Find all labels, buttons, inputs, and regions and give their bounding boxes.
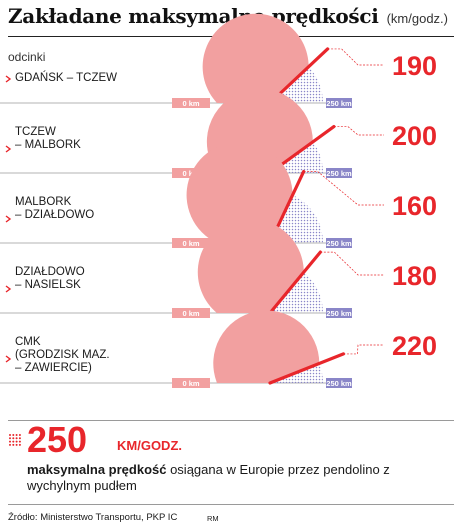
- segments-subhead: odcinki: [8, 50, 46, 64]
- speed-value-label: 180: [392, 261, 437, 291]
- speed-value-label: 200: [392, 121, 437, 151]
- gauge-remainder: [270, 272, 323, 313]
- axis-min-tag: [172, 168, 210, 178]
- segment-label: – NASIELSK: [15, 279, 81, 291]
- gauge-chart: GDAŃSK – TCZEW 190 0 km 250 km TCZEW– MALBOR…: [0, 13, 437, 388]
- gauge-needle: [268, 352, 346, 385]
- gauge-fill: [213, 310, 320, 383]
- max-speed-value: 250: [27, 419, 88, 460]
- value-leader-line: [343, 344, 384, 355]
- axis-min-tag: [172, 378, 210, 388]
- gauge-remainder: [270, 66, 323, 103]
- axis-min-tag: [172, 98, 210, 108]
- axis-min-label: 0 km: [182, 309, 199, 318]
- segment-label: – DZIAŁDOWO: [15, 209, 94, 221]
- axis-max-label: 250 km: [326, 309, 352, 318]
- arrow-marker-icon: [5, 285, 12, 293]
- axis-min-tag: [172, 308, 210, 318]
- gauge-row: CMK(GRODZISK MAZ.– ZAWIERCIE) 220 0 km 250 …: [0, 310, 437, 388]
- axis-max-label: 250 km: [326, 99, 352, 108]
- dotted-square-icon: [9, 434, 21, 446]
- gauge-fill: [186, 142, 293, 243]
- axis-max-label: 250 km: [326, 379, 352, 388]
- axis-max-tag: [326, 308, 352, 318]
- note-text: osiągana w Europie przez pendolino z wyc…: [27, 462, 390, 493]
- axis-min-tag: [172, 238, 210, 248]
- gauge-needle: [268, 250, 322, 315]
- footer-divider: [8, 420, 454, 421]
- gauge-row: DZIAŁDOWO– NASIELSK 180 0 km 250 km: [0, 219, 437, 318]
- value-leader-line: [303, 171, 384, 206]
- value-leader-line: [327, 48, 384, 66]
- axis-max-tag: [326, 168, 352, 178]
- arrow-marker-icon: [5, 75, 12, 83]
- arrow-marker-icon: [5, 215, 12, 223]
- author-credit: RM: [207, 514, 219, 523]
- segment-label: MALBORK: [15, 196, 72, 208]
- segment-label: GDAŃSK – TCZEW: [15, 71, 117, 84]
- segment-label: – ZAWIERCIE): [15, 362, 92, 374]
- axis-min-label: 0 km: [182, 239, 199, 248]
- gauge-fill: [202, 13, 309, 103]
- gauge-row: GDAŃSK – TCZEW 190 0 km 250 km: [0, 13, 437, 108]
- note-bold: maksymalna prędkość: [27, 462, 167, 477]
- axis-max-tag: [326, 238, 352, 248]
- value-leader-line: [320, 251, 384, 276]
- arrow-marker-icon: [5, 355, 12, 363]
- speed-value-label: 190: [392, 51, 437, 81]
- segment-label: TCZEW: [15, 126, 56, 138]
- segment-label: (GRODZISK MAZ.: [15, 349, 110, 361]
- source-divider: [8, 504, 454, 505]
- arrow-marker-icon: [5, 145, 12, 153]
- axis-max-label: 250 km: [326, 239, 352, 248]
- segment-label: CMK: [15, 336, 41, 348]
- axis-max-tag: [326, 98, 352, 108]
- unit-label: (km/godz.): [386, 11, 448, 26]
- max-speed-note: maksymalna prędkość osiągana w Europie p…: [27, 462, 447, 494]
- axis-max-tag: [326, 378, 352, 388]
- gauge-fill: [197, 219, 304, 313]
- segment-label: – MALBORK: [15, 139, 81, 151]
- axis-min-label: 0 km: [182, 379, 199, 388]
- speed-value-label: 220: [392, 331, 437, 361]
- value-leader-line: [333, 126, 384, 136]
- max-speed-unit: KM/GODZ.: [117, 438, 182, 453]
- axis-min-label: 0 km: [182, 99, 199, 108]
- speed-value-label: 160: [392, 191, 437, 221]
- chart-title: Zakładane maksymalne prędkości: [8, 4, 379, 28]
- source-note: Źródło: Ministerstwo Transportu, PKP IC: [8, 512, 178, 523]
- segment-label: DZIAŁDOWO: [15, 266, 85, 278]
- axis-max-label: 250 km: [326, 169, 352, 178]
